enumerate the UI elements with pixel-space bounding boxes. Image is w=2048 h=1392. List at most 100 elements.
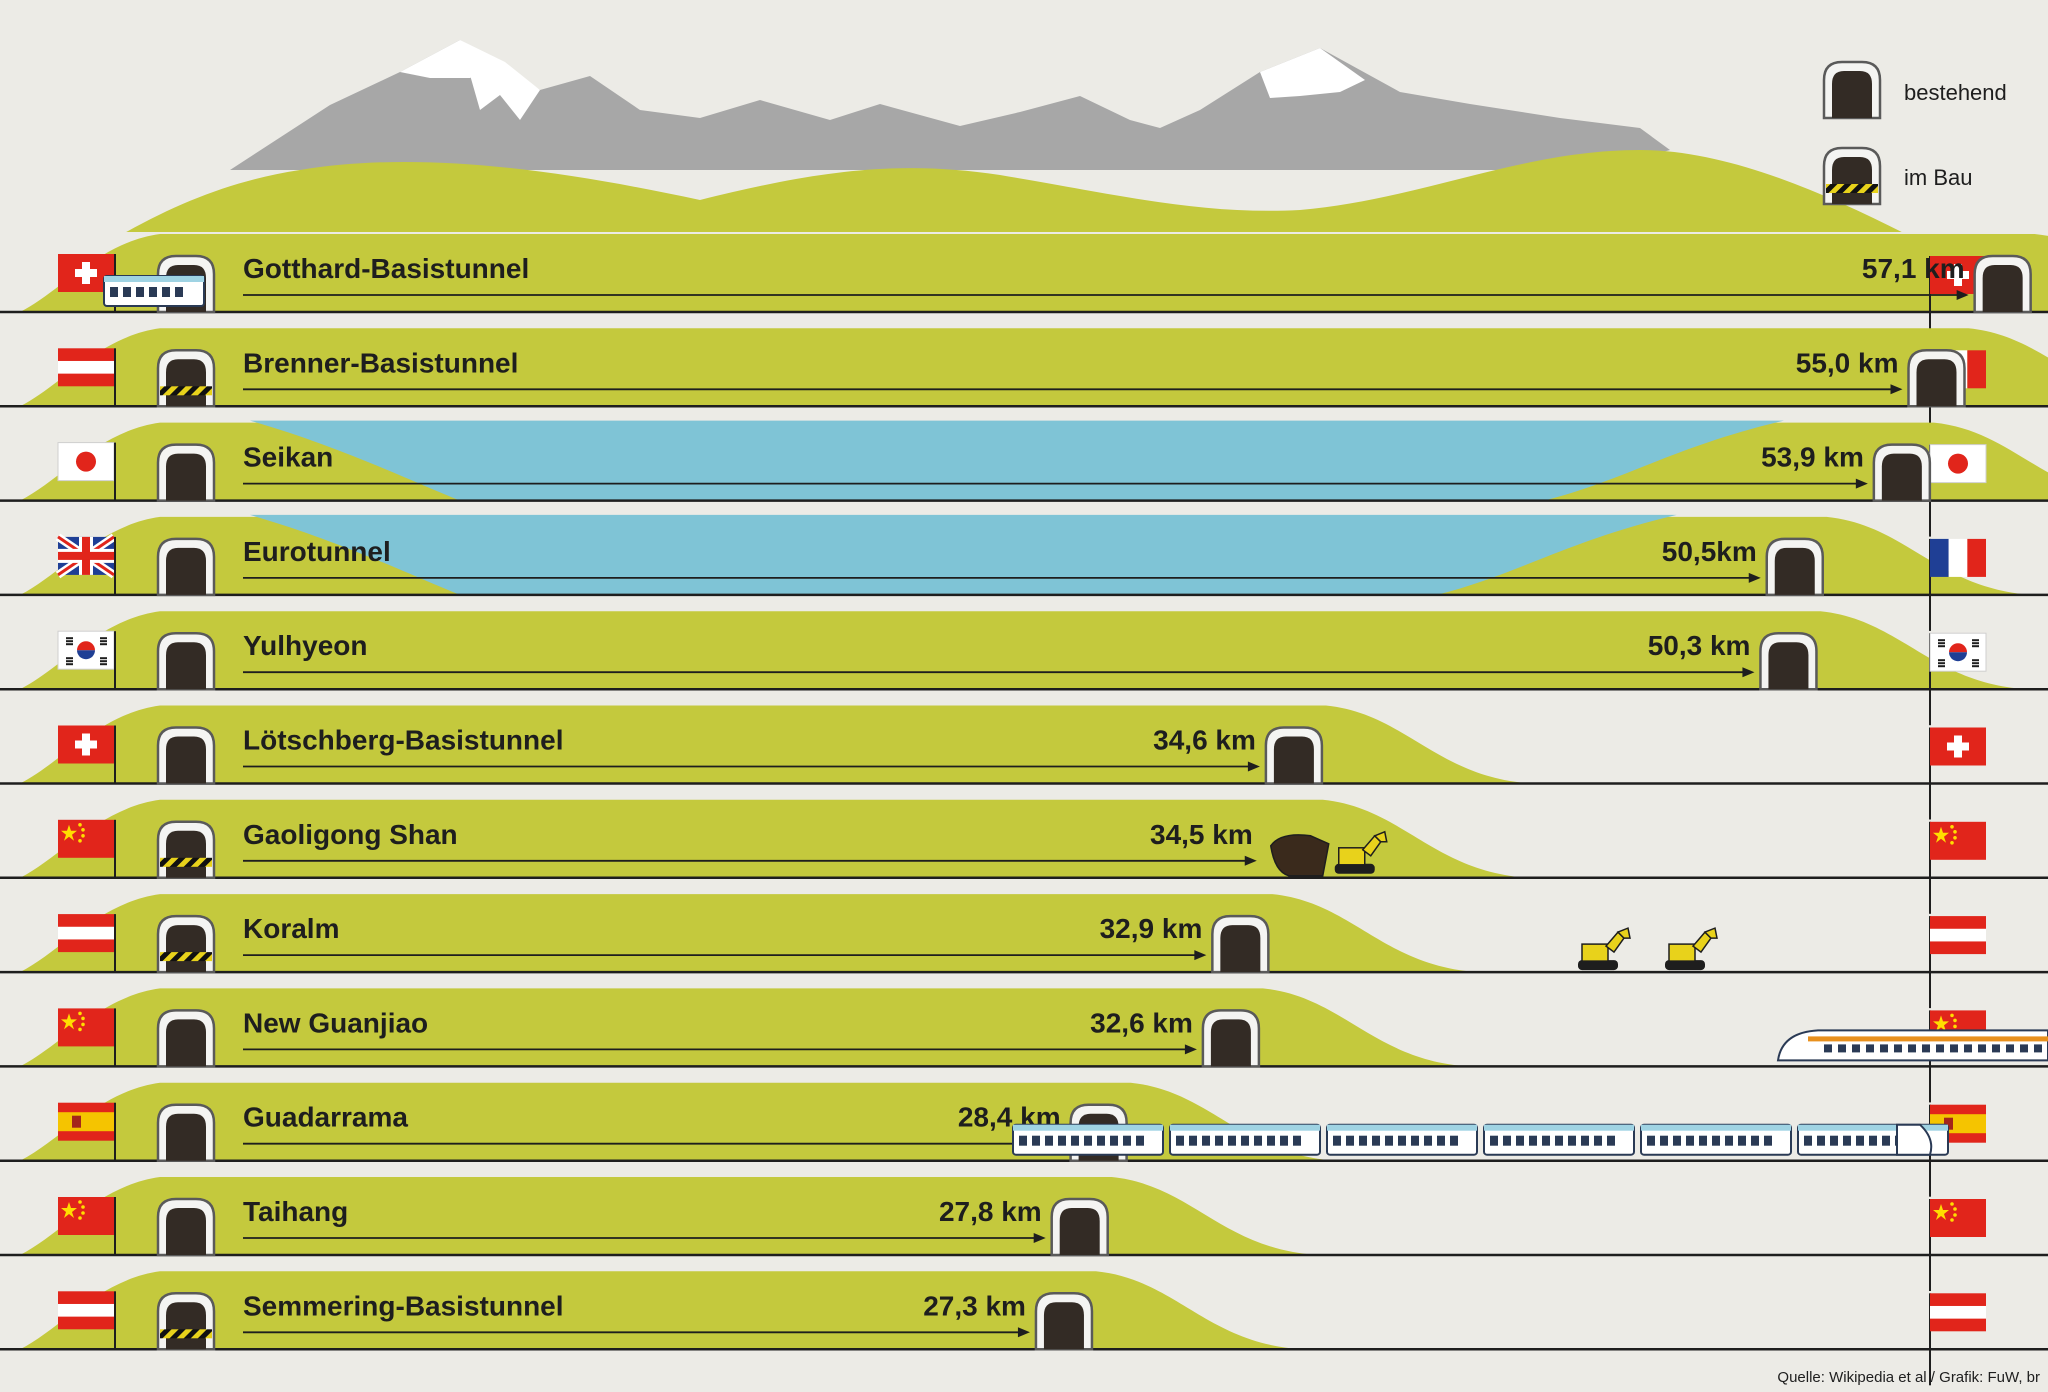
tunnel-name: Semmering-Basistunnel: [243, 1290, 564, 1321]
tunnel-portal-striped-icon: [1822, 146, 1882, 206]
flag-icon: [58, 914, 114, 953]
train-car-icon: [1483, 1123, 1635, 1156]
snow-ridge: [460, 40, 540, 120]
tunnel-row: Seikan 53,9 km: [0, 420, 2048, 537]
tunnel-portal-icon: [156, 631, 216, 691]
tunnel-name: Yulhyeon: [243, 630, 367, 661]
flag-icon: [58, 1197, 114, 1235]
flag-icon: [57, 630, 115, 670]
tunnel-length-label: 27,3 km: [923, 1290, 1026, 1321]
train-car-icon: [1640, 1123, 1792, 1156]
hill: [20, 1082, 1337, 1161]
flag-icon: [1929, 1293, 1986, 1386]
flag-icon: [57, 442, 115, 482]
tunnel-portal-striped-icon: [156, 820, 216, 880]
tunnel-length-label: 57,1 km: [1862, 253, 1965, 284]
flag-icon: [58, 725, 114, 764]
length-arrow: [243, 290, 1969, 300]
tunnel-name: Gaoligong Shan: [243, 819, 458, 850]
flag-icon: [58, 1102, 114, 1141]
tunnel-portal-icon: [1822, 60, 1882, 120]
length-arrow: [243, 384, 1903, 395]
length-arrow: [243, 1327, 1030, 1338]
flag-icon: [1929, 632, 1987, 726]
tunnel-portal-icon: [156, 1103, 216, 1162]
hill: [20, 1271, 1302, 1350]
length-arrow: [243, 761, 1260, 772]
tunnel-portal-icon: [1034, 1292, 1094, 1351]
length-arrow: [243, 1233, 1046, 1243]
flag-icon: [1929, 727, 1986, 820]
flag-icon: [1929, 538, 1986, 631]
tunnel-row: Koralm 32,9 km: [0, 894, 2048, 1009]
tunnel-portal-icon: [156, 1197, 216, 1257]
tunnel-row: Lötschberg-Basistunnel 34,6 km: [0, 705, 2048, 820]
tunnel-portal-icon: [1201, 1009, 1261, 1068]
flag-icon: [1929, 444, 1987, 537]
tunnel-portal-icon: [1907, 349, 1966, 408]
train-nose: [1896, 1123, 1933, 1156]
tunnel-name: Guadarrama: [243, 1102, 408, 1133]
high-speed-train-icon: [1776, 1029, 2048, 1062]
tunnel-portal-icon: [1264, 726, 1324, 785]
tunnel-name: Lötschberg-Basistunnel: [243, 725, 563, 756]
excavator-icon: [1665, 927, 1718, 971]
drilling-machine-icon: [1269, 834, 1330, 877]
flag-icon: [1929, 821, 1986, 914]
hill: [20, 234, 2048, 312]
length-arrow: [243, 478, 1868, 489]
tunnel-name: Eurotunnel: [243, 536, 391, 567]
tunnel-row: Brenner-Basistunnel 55,0 km: [0, 328, 2048, 443]
tunnel-portal-icon: [1050, 1197, 1109, 1257]
tunnel-portal-striped-icon: [156, 1292, 216, 1351]
tunnel-row: Guadarrama 28,4 km: [0, 1082, 2048, 1197]
flag-icon: [55, 533, 117, 579]
train-icon: [103, 275, 205, 307]
hill: [20, 705, 1532, 784]
hill: [20, 328, 2048, 407]
hill: [20, 894, 1479, 973]
tunnel-name: Seikan: [243, 442, 333, 473]
hill: [20, 611, 2027, 690]
train-car-icon: [1169, 1123, 1321, 1156]
tunnel-portal-icon: [1973, 254, 2032, 314]
tunnel-name: Brenner-Basistunnel: [243, 347, 518, 378]
tunnel-row: Taihang 27,8 km: [0, 1177, 2048, 1291]
hill: [20, 988, 1469, 1067]
tunnel-portal-striped-icon: [156, 914, 216, 974]
train-car-icon: [1012, 1123, 1164, 1156]
flag-icon: [58, 1008, 114, 1047]
tunnel-row: Gaoligong Shan 34,5 km: [0, 799, 2048, 914]
tunnel-portal-icon: [156, 443, 216, 502]
excavator-icon: [1578, 927, 1631, 971]
length-arrow: [243, 950, 1207, 961]
sea: [250, 514, 1677, 595]
hill: [20, 1177, 1318, 1255]
tunnel-portal-icon: [1759, 631, 1818, 691]
tunnel-row: Yulhyeon 50,3 km: [0, 611, 2048, 726]
tunnel-length-label: 27,8 km: [939, 1196, 1042, 1227]
tunnel-portal-icon: [156, 1009, 216, 1068]
tunnel-portal-icon: [1211, 914, 1270, 974]
source-note: Quelle: Wikipedia et al / Grafik: FuW, b…: [1777, 1369, 2040, 1386]
length-arrow: [243, 855, 1257, 866]
legend: bestehend im Bau: [1822, 60, 2007, 206]
tunnel-length-label: 32,9 km: [1100, 913, 1203, 944]
train-car-icon: [1326, 1123, 1478, 1156]
tunnel-length-label: 34,6 km: [1153, 725, 1256, 756]
flag-icon: [1929, 916, 1986, 1009]
flag-icon: [1929, 1199, 1986, 1291]
tunnel-length-label: 50,5km: [1662, 536, 1757, 567]
tunnel-name: New Guanjiao: [243, 1007, 428, 1038]
tunnel-portal-icon: [1822, 60, 1882, 120]
tunnel-name: Taihang: [243, 1196, 348, 1227]
tunnel-portal-icon: [1872, 443, 1932, 502]
legend-construction-label: im Bau: [1904, 165, 1972, 190]
tunnel-row: Eurotunnel 50,5km: [0, 514, 2048, 631]
tunnel-row: Semmering-Basistunnel 27,3 km: [0, 1271, 2048, 1386]
length-arrow: [243, 667, 1755, 678]
tunnel-portal-striped-icon: [156, 349, 216, 408]
decorations: [103, 275, 2048, 1156]
tunnel-length-label: 50,3 km: [1648, 630, 1751, 661]
flag-icon: [58, 348, 114, 387]
